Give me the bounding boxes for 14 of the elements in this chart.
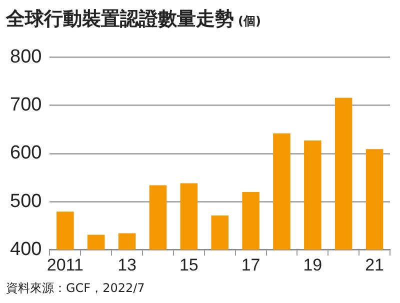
y-tick-label: 700 — [10, 94, 42, 116]
chart-title: 全球行動裝置認證數量走勢 — [6, 8, 234, 30]
x-tick-label: 21 — [365, 255, 384, 274]
y-tick-label: 600 — [10, 142, 42, 164]
y-tick-label: 500 — [10, 190, 42, 212]
y-tick-label: 800 — [10, 46, 42, 68]
x-tick-label: 17 — [241, 255, 260, 274]
x-tick-label: 15 — [179, 255, 198, 274]
x-tick-label: 19 — [303, 255, 322, 274]
x-tick-label: 2011 — [46, 255, 84, 274]
source-note: 資料來源：GCF，2022/7 — [6, 280, 145, 297]
y-axis-title: (個) — [238, 14, 261, 28]
y-tick-label: 400 — [10, 238, 42, 260]
x-tick-label: 13 — [118, 255, 136, 274]
